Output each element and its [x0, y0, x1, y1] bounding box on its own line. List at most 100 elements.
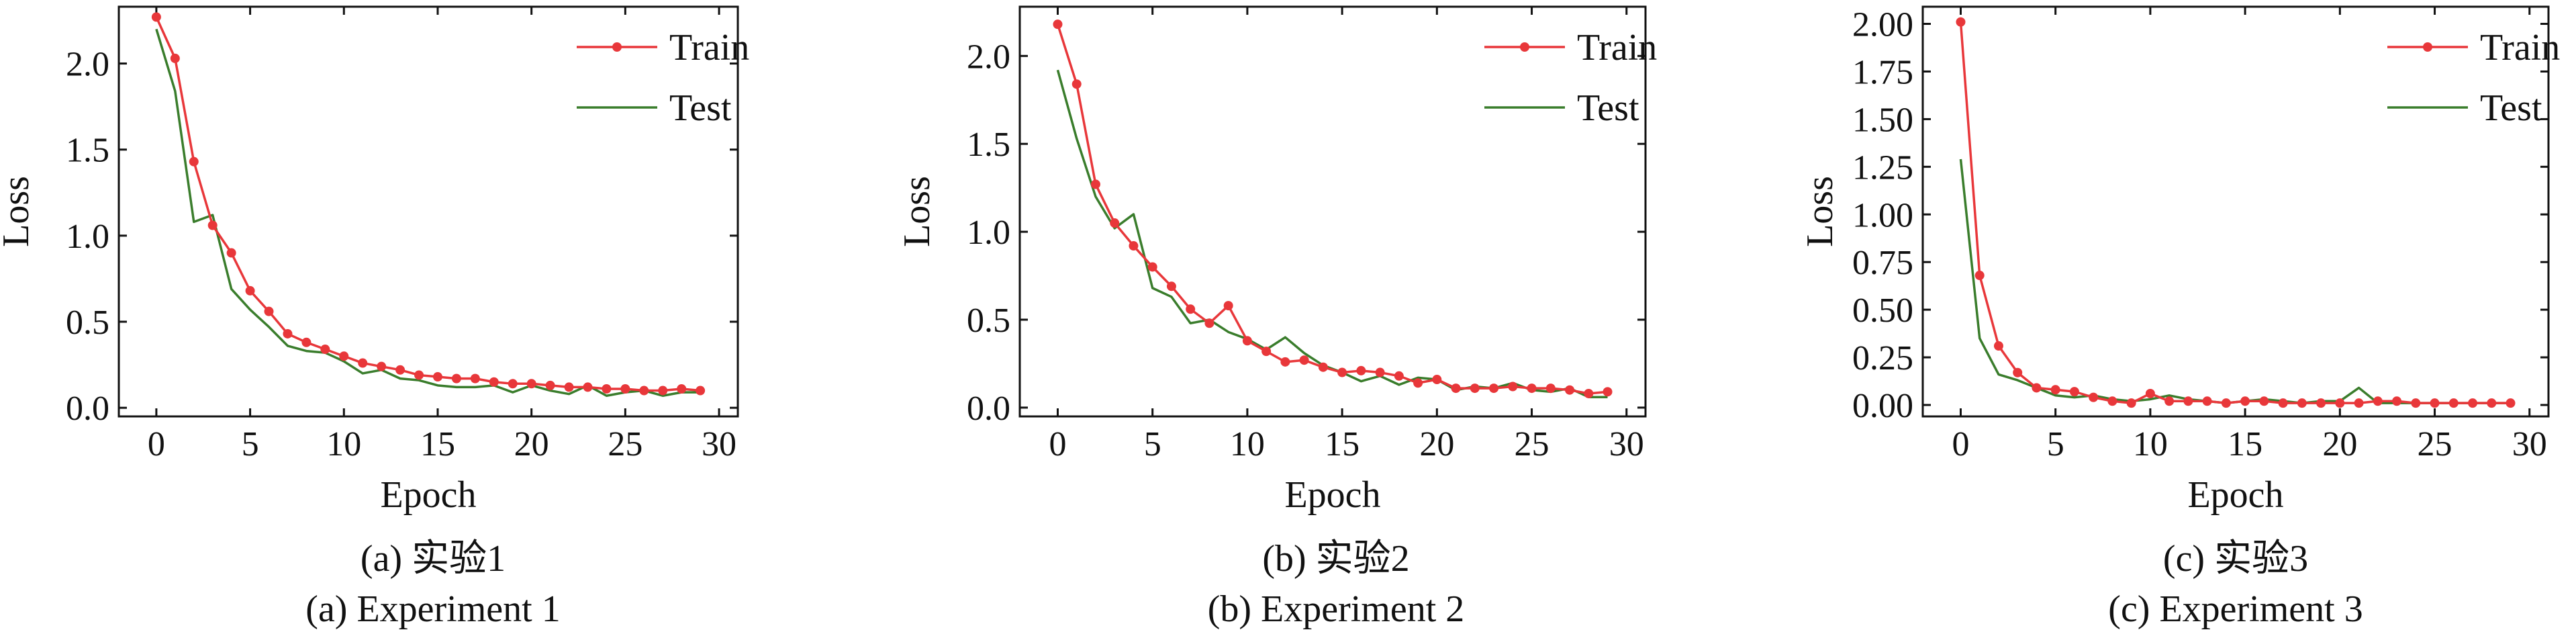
data-point-train: [414, 370, 424, 380]
data-point-train: [1129, 241, 1139, 251]
data-point-train: [2183, 396, 2193, 406]
data-point-train: [2430, 398, 2440, 408]
data-point-train: [1603, 387, 1613, 397]
y-tick-label: 1.00: [1852, 196, 1913, 234]
data-point-train: [1299, 355, 1309, 365]
data-point-train: [377, 361, 387, 371]
data-point-train: [2032, 383, 2042, 393]
caption-english: (c) Experiment 3: [2108, 588, 2363, 630]
y-tick-label: 2.0: [967, 38, 1010, 76]
chart-panel-1: 0 5 10 15 20 25 30 0.0 0.5 1.0 1.5 2.0 Epoch Loss (a) …: [0, 5, 749, 630]
plot-frame: [1018, 5, 1647, 418]
data-point-train: [1956, 17, 1966, 27]
x-tick-label: 5: [2047, 425, 2064, 463]
data-point-train: [677, 383, 687, 394]
data-point-train: [1186, 304, 1196, 314]
data-point-train: [2506, 398, 2516, 408]
data-point-train: [602, 383, 612, 394]
data-point-train: [2411, 398, 2421, 408]
data-point-train: [1394, 371, 1404, 381]
data-point-train: [470, 373, 480, 383]
data-point-train: [658, 386, 668, 396]
data-point-train: [1489, 383, 1499, 394]
data-point-train: [245, 285, 255, 296]
data-point-train: [432, 372, 442, 382]
y-tick-label: 1.5: [967, 126, 1010, 164]
series-line-test: [1056, 69, 1608, 398]
data-point-train: [1110, 218, 1120, 228]
caption-chinese: (c) 实验3: [2163, 538, 2308, 580]
data-point-train: [508, 379, 518, 389]
data-point-train: [2448, 398, 2459, 408]
data-point-train: [639, 386, 649, 396]
y-axis-title: Loss: [0, 176, 37, 247]
x-tick-label: 15: [420, 425, 455, 463]
y-tick-label: 1.50: [1852, 101, 1913, 139]
data-point-train: [1318, 362, 1328, 372]
data-point-train: [1508, 381, 1518, 392]
data-point-train: [395, 365, 406, 375]
y-tick-label: 0.0: [967, 390, 1010, 428]
legend-marker: [612, 42, 622, 52]
legend-label-train: Train: [669, 27, 749, 69]
x-tick-label: 30: [1609, 425, 1644, 463]
data-point-train: [451, 373, 461, 383]
x-axis-title: Epoch: [1284, 474, 1380, 516]
data-point-train: [1375, 367, 1385, 377]
data-point-train: [1584, 388, 1594, 398]
caption-english: (a) Experiment 1: [305, 588, 560, 630]
legend: Train Test: [1484, 27, 1657, 129]
data-point-train: [1242, 336, 1252, 346]
x-axis-title: Epoch: [2187, 474, 2283, 516]
data-point-train: [1545, 383, 1556, 394]
data-point-train: [2145, 388, 2155, 398]
legend-marker: [2423, 42, 2432, 52]
x-tick-label: 0: [148, 425, 165, 463]
data-point-train: [583, 382, 593, 392]
legend-label-train: Train: [1577, 27, 1657, 69]
legend: Train Test: [577, 27, 749, 129]
data-point-train: [1413, 378, 1423, 388]
legend-label-test: Test: [669, 87, 732, 129]
y-tick-label: 0.75: [1852, 244, 1913, 282]
y-tick-label: 0.5: [967, 302, 1010, 340]
data-point-train: [264, 306, 274, 316]
series-line-test: [155, 28, 701, 397]
data-point-train: [226, 248, 236, 258]
y-axis-title: Loss: [1799, 176, 1841, 247]
x-tick-label: 25: [1515, 425, 1549, 463]
x-tick-label: 20: [514, 425, 549, 463]
data-point-train: [170, 53, 180, 63]
data-point-train: [1527, 383, 1537, 394]
x-tick-label: 30: [702, 425, 736, 463]
x-tick-label: 10: [326, 425, 361, 463]
x-tick-label: 0: [1952, 425, 1969, 463]
data-point-train: [489, 377, 499, 387]
y-axis-title: Loss: [896, 176, 938, 247]
x-tick-label: 10: [1230, 425, 1265, 463]
x-tick-label: 15: [1325, 425, 1359, 463]
data-point-train: [207, 220, 218, 230]
data-point-train: [2392, 396, 2402, 406]
x-tick-label: 20: [1419, 425, 1454, 463]
data-point-train: [1974, 271, 1985, 281]
data-point-train: [526, 379, 536, 389]
data-point-train: [151, 12, 161, 22]
caption-chinese: (a) 实验1: [361, 538, 506, 580]
y-tick-label: 1.25: [1852, 148, 1913, 187]
y-tick-label: 1.0: [967, 214, 1010, 252]
x-tick-label: 5: [242, 425, 259, 463]
legend-label-test: Test: [2480, 87, 2542, 129]
data-point-train: [2278, 398, 2288, 408]
data-point-train: [2164, 396, 2175, 406]
y-tick-label: 2.0: [66, 46, 109, 84]
data-point-train: [2013, 367, 2023, 377]
data-point-train: [2373, 396, 2383, 406]
data-point-train: [1356, 365, 1366, 375]
data-point-train: [1223, 301, 1233, 311]
x-tick-label: 25: [2418, 425, 2452, 463]
data-point-train: [283, 328, 293, 338]
y-tick-label: 0.25: [1852, 339, 1913, 377]
data-point-train: [564, 382, 574, 392]
